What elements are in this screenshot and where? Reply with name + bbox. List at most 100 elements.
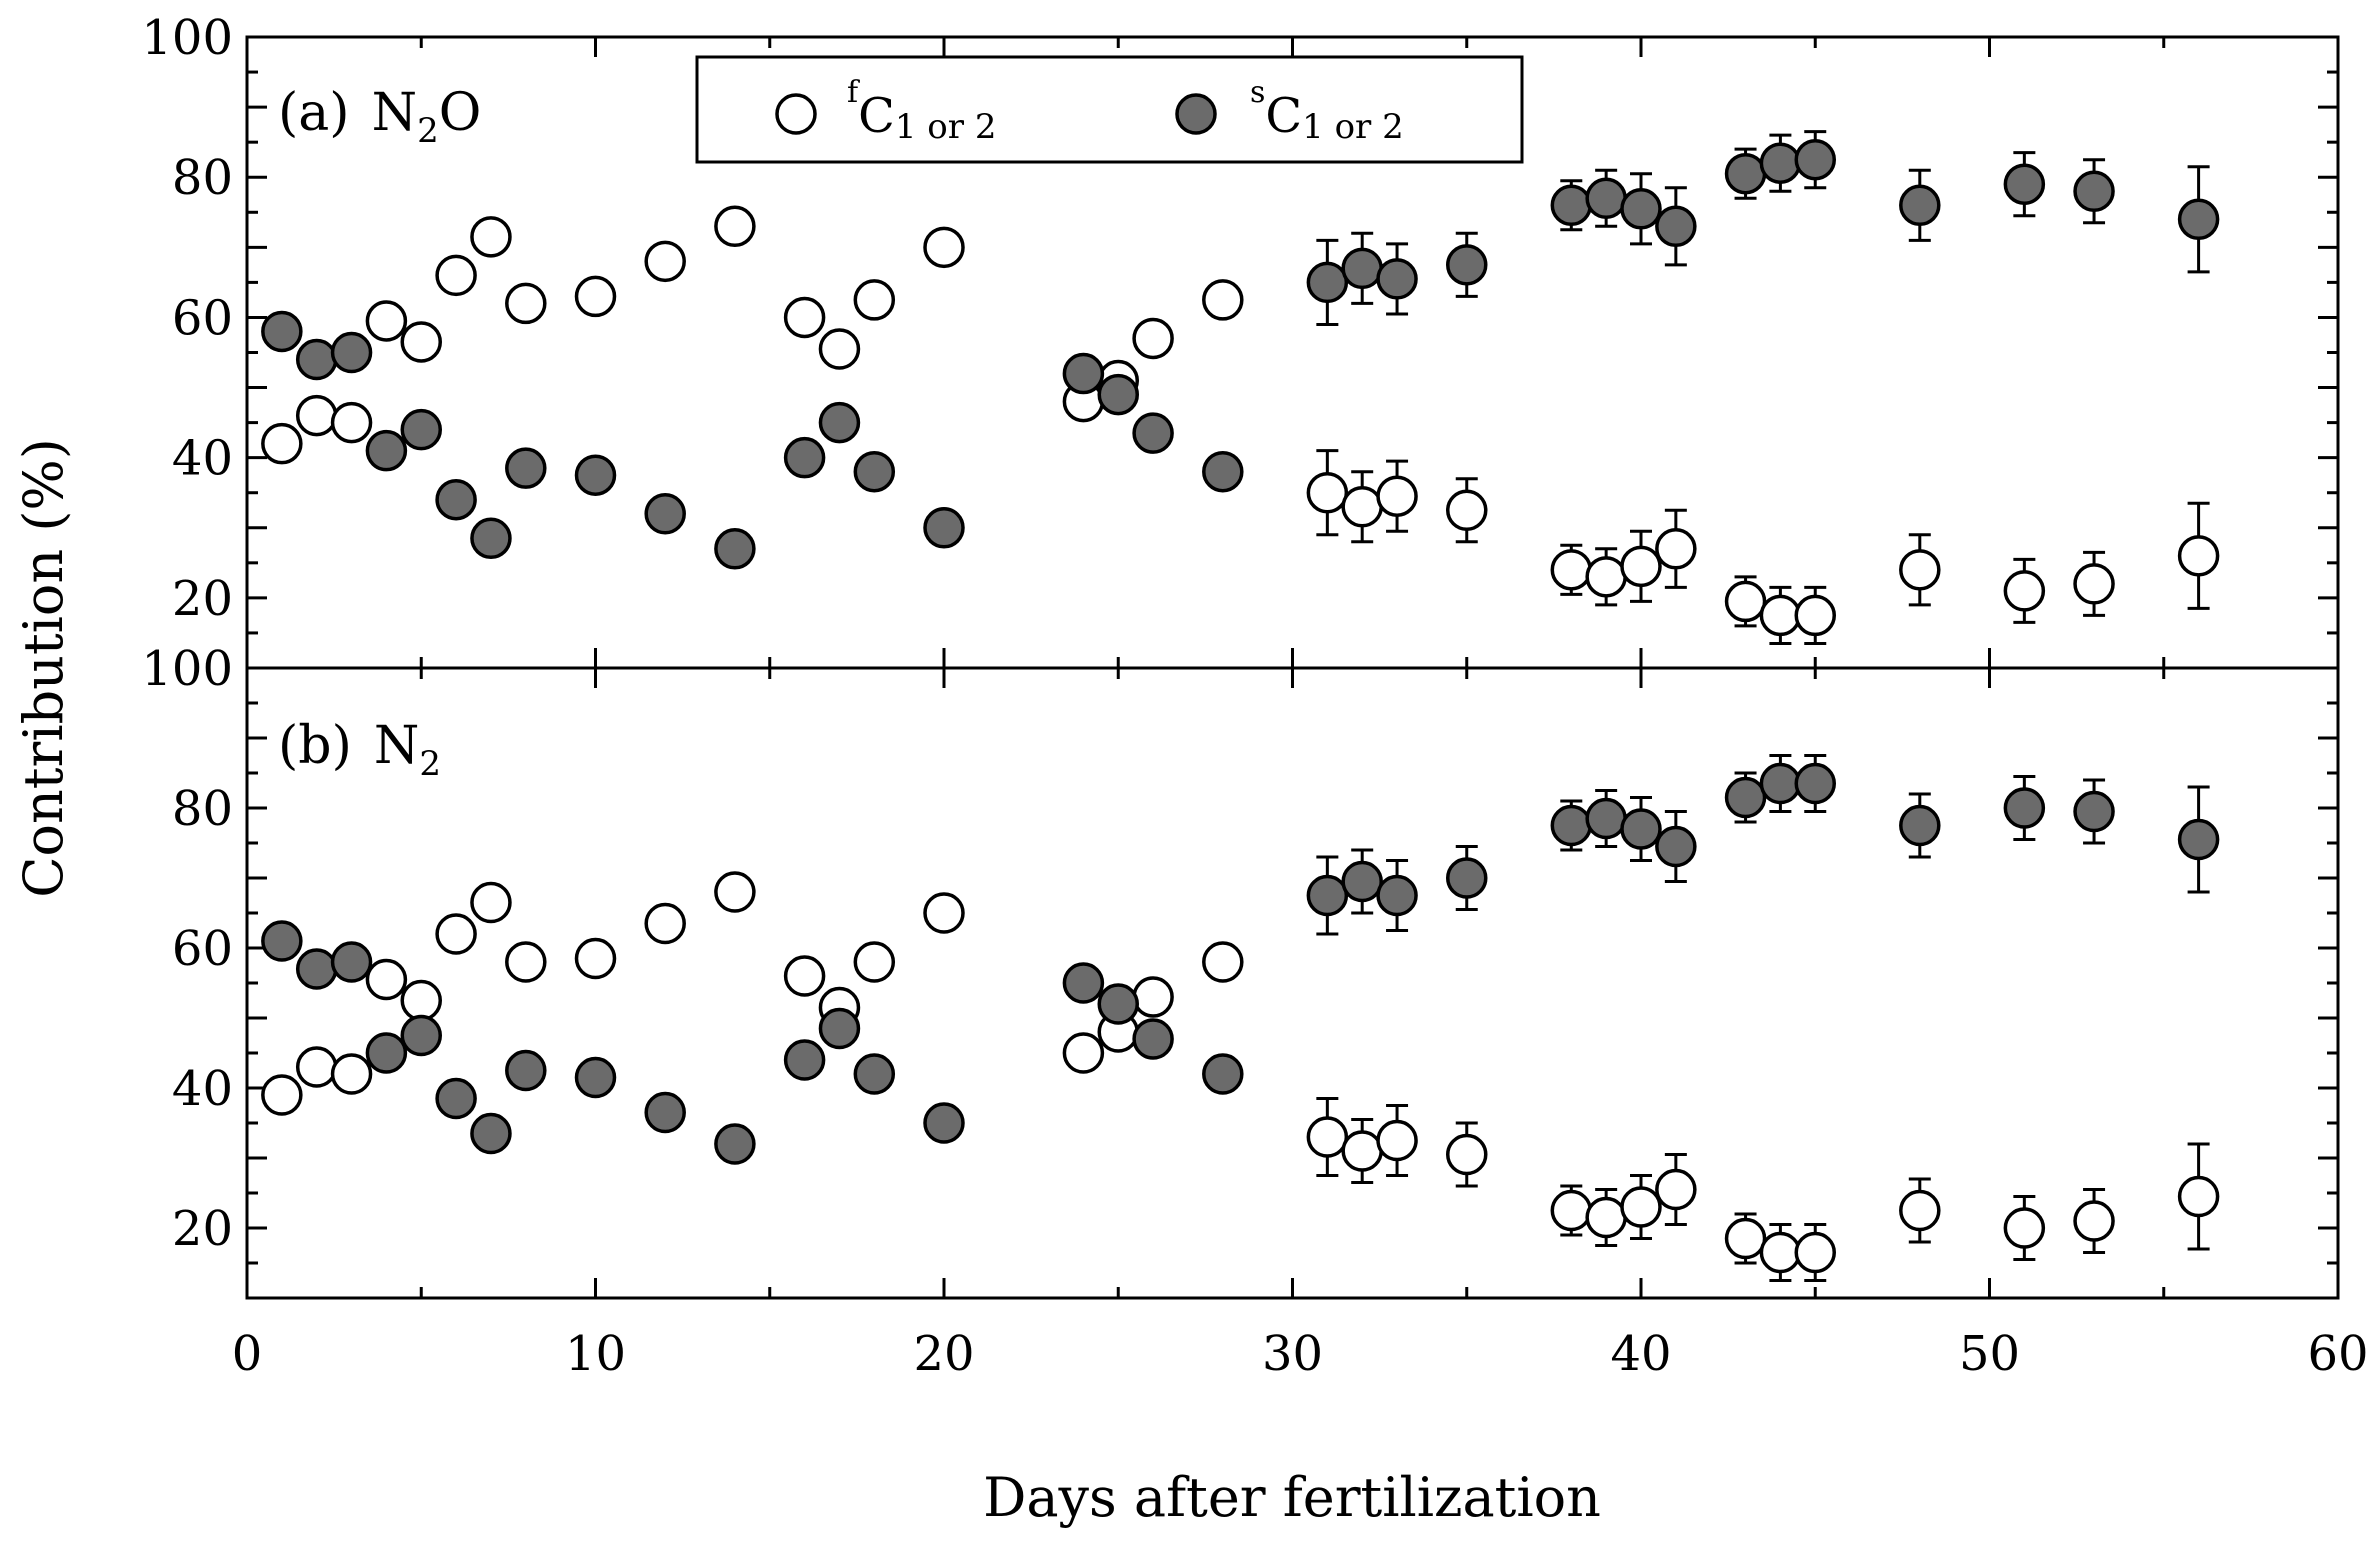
panel-a-open-point-group <box>923 226 965 269</box>
panel-b-filled-point-group <box>783 1039 826 1081</box>
panel-b-open-point-group <box>1620 1174 1662 1240</box>
panel-a-open-point-group <box>1794 585 1836 645</box>
panel-b-filled-point <box>295 948 338 990</box>
panel-a-filled-point <box>1062 352 1105 395</box>
panel-b-filled-point <box>1062 962 1105 1004</box>
panel-a-open-point <box>1376 475 1418 517</box>
panel-a-open-point-group <box>295 394 338 437</box>
panel-a-filled-point <box>574 454 617 496</box>
panel-a-open-point-group <box>505 282 547 325</box>
panel-a-open-point-group <box>1132 317 1174 360</box>
panel-a-label: (a) N2O <box>278 83 481 151</box>
panel-a-open-point-group <box>1759 585 1802 645</box>
panel-b-filled-point-group <box>1062 962 1105 1004</box>
panel-b-filled-point-group <box>1132 1018 1174 1060</box>
panel-b-filled-point-group <box>1759 754 1802 813</box>
panel-b-open-point <box>1062 1032 1105 1074</box>
panel-a-filled-point <box>1202 450 1244 493</box>
panel-b-open-point-group <box>923 892 965 934</box>
panel-a-filled-point <box>1306 261 1349 304</box>
panel-b-y-tick-label: 20 <box>172 1201 233 1257</box>
panel-a-filled-point <box>470 517 512 560</box>
y-axis-label: Contribution (%) <box>12 438 75 898</box>
panel-b-filled-point-group <box>923 1102 965 1144</box>
panel-b-open-point <box>1759 1231 1802 1274</box>
marks-layer <box>261 130 2220 1282</box>
panel-b-filled-point <box>400 1014 442 1057</box>
legend-label-open-sub: 1 or 2 <box>895 107 997 147</box>
panel-b-filled-point <box>1306 874 1349 917</box>
legend-label-filled-sub: 1 or 2 <box>1302 107 1404 147</box>
panel-a-open-point-group <box>1341 470 1383 544</box>
legend-marker-open <box>775 93 817 135</box>
panel-b-open-point-group <box>1550 1184 1593 1237</box>
panel-b-filled-point-group <box>1585 789 1627 848</box>
panel-b-open-point <box>1202 941 1244 983</box>
panel-b-filled-point-group <box>1376 859 1418 932</box>
panel-b-filled-point-group <box>714 1123 756 1165</box>
legend-label-filled-sup: s <box>1250 75 1265 110</box>
panel-a-filled-point <box>2073 170 2115 212</box>
panel-a-open-point <box>1550 549 1593 591</box>
panel-b-open-point <box>1655 1168 1697 1211</box>
panel-b-species-sub: 2 <box>419 744 441 784</box>
panel-a-filled-point-group <box>470 517 512 560</box>
panel-a-open-point <box>2177 535 2220 577</box>
panel-a-open-point <box>400 321 442 363</box>
x-tick-label: 40 <box>1610 1326 1671 1382</box>
panel-b-filled-point-group <box>2003 775 2046 841</box>
panel-a-filled-point-group <box>1132 412 1174 454</box>
panel-a-open-point-group <box>1376 459 1418 533</box>
panel-a-open-point <box>923 226 965 269</box>
x-tick-label: 0 <box>232 1326 263 1382</box>
panel-b-filled-point <box>505 1049 547 1092</box>
legend-label-filled: sC1 or 2 <box>1250 75 1404 147</box>
panel-a-open-point-group <box>853 279 896 321</box>
panel-a-filled-point <box>505 447 547 489</box>
panel-a-open-point <box>1132 317 1174 360</box>
panel-b-filled-point-group <box>365 1032 408 1074</box>
panel-b-filled-point-group <box>1724 771 1767 824</box>
panel-b-open-point <box>644 902 686 945</box>
panel-a-open-point <box>1341 485 1383 528</box>
panel-b-filled-point <box>2073 790 2115 833</box>
panel-b-filled-point-group <box>400 1014 442 1057</box>
panel-b-open-point <box>365 958 408 1001</box>
panel-b-open-point-group <box>365 958 408 1001</box>
panel-b-filled-point-group <box>644 1091 686 1134</box>
panel-a-filled-point-group <box>400 408 442 451</box>
panel-b-open-point-group <box>1376 1104 1418 1177</box>
panel-a-open-point <box>644 240 686 283</box>
panel-b-filled-point <box>1759 762 1802 805</box>
panel-a-filled-point <box>1341 247 1383 290</box>
panel-b-open-point-group <box>295 1046 338 1088</box>
x-tick-label: 30 <box>1262 1326 1323 1382</box>
panel-b-filled-point <box>1550 804 1593 847</box>
panel-a-filled-point-group <box>1097 373 1139 416</box>
panel-b-filled-point-group <box>330 941 373 983</box>
panel-a-filled-point <box>783 436 826 479</box>
panel-a-open-point <box>470 216 512 258</box>
panel-b-filled-point <box>1446 857 1488 899</box>
panel-b-filled-point <box>470 1112 512 1155</box>
panel-a-open-point <box>1446 489 1488 531</box>
panel-b-open-point-group <box>2177 1142 2220 1251</box>
panel-b-y-tick-label: 80 <box>172 781 233 837</box>
panel-b-open-point-group <box>1062 1032 1105 1074</box>
panel-a-filled-point <box>261 310 303 353</box>
panel-b-y-tick-label: 100 <box>141 641 233 697</box>
panel-a-open-point <box>1794 594 1836 637</box>
panel-a-filled-point <box>1585 177 1627 220</box>
panel-b-open-point-group <box>400 979 442 1022</box>
x-axis-label: Days after fertilization <box>983 1466 1601 1529</box>
panel-b-filled-point <box>2003 787 2046 829</box>
panel-a-filled-point <box>714 528 756 570</box>
panel-a-filled-point <box>1794 138 1836 181</box>
panel-b-filled-point <box>1794 762 1836 805</box>
panel-b-open-point <box>330 1053 373 1095</box>
panel-a-filled-point <box>400 408 442 451</box>
panel-b-filled-point-group <box>1794 754 1836 813</box>
panel-b-open-point-group <box>2003 1195 2046 1261</box>
panel-b-open-point <box>505 941 547 983</box>
panel-a-y-tick-label: 40 <box>172 431 233 487</box>
